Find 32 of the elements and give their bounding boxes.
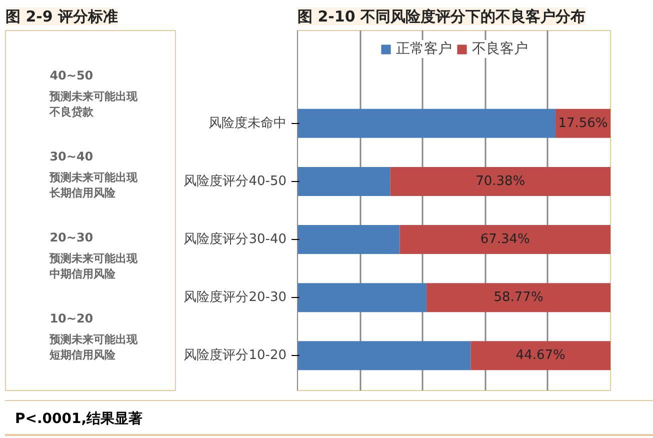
text: P<.0001,结果显著: [15, 410, 143, 429]
y-tick-label: 风险度评分20-30: [184, 289, 287, 306]
text: 预测未来可能出现中期信用风险: [48, 252, 139, 280]
text: 预测未来可能出现不良贷款: [48, 90, 139, 118]
y-tick-label: 风险度评分30-40: [184, 231, 287, 248]
chart-title: 图 2-10 不同风险度评分下的不良客户分布: [298, 8, 586, 26]
legend-label: 正常客户: [396, 40, 452, 58]
y-tick-label: 风险度未命中: [208, 114, 286, 131]
bar: [298, 108, 556, 138]
bar: [426, 283, 610, 312]
text: 图 2-9 评分标准: [6, 8, 118, 26]
data-label: 44.67%: [516, 348, 566, 364]
text: 20~30: [50, 230, 94, 245]
bar: [298, 341, 471, 370]
legend-label: 不良客户: [472, 40, 528, 58]
data-label: 17.56%: [558, 116, 608, 131]
bar: [298, 283, 427, 312]
y-tick-label: 风险度评分40-50: [184, 172, 287, 189]
data-label: 58.77%: [494, 290, 544, 306]
bar: [470, 341, 610, 370]
text: 30~40: [50, 150, 94, 164]
data-label: 67.34%: [480, 232, 530, 248]
bar: [400, 225, 610, 254]
bar: [298, 225, 400, 254]
text: 预测未来可能出现长期信用风险: [48, 170, 139, 200]
bar: [390, 166, 610, 196]
data-label: 70.38%: [476, 174, 526, 189]
text: 预测未来可能出现短期信用风险: [48, 332, 139, 362]
text: 40~50: [50, 68, 94, 83]
bar: [298, 166, 390, 196]
text: 10~20: [50, 312, 94, 326]
y-tick-label: 风险度评分10-20: [184, 347, 287, 364]
